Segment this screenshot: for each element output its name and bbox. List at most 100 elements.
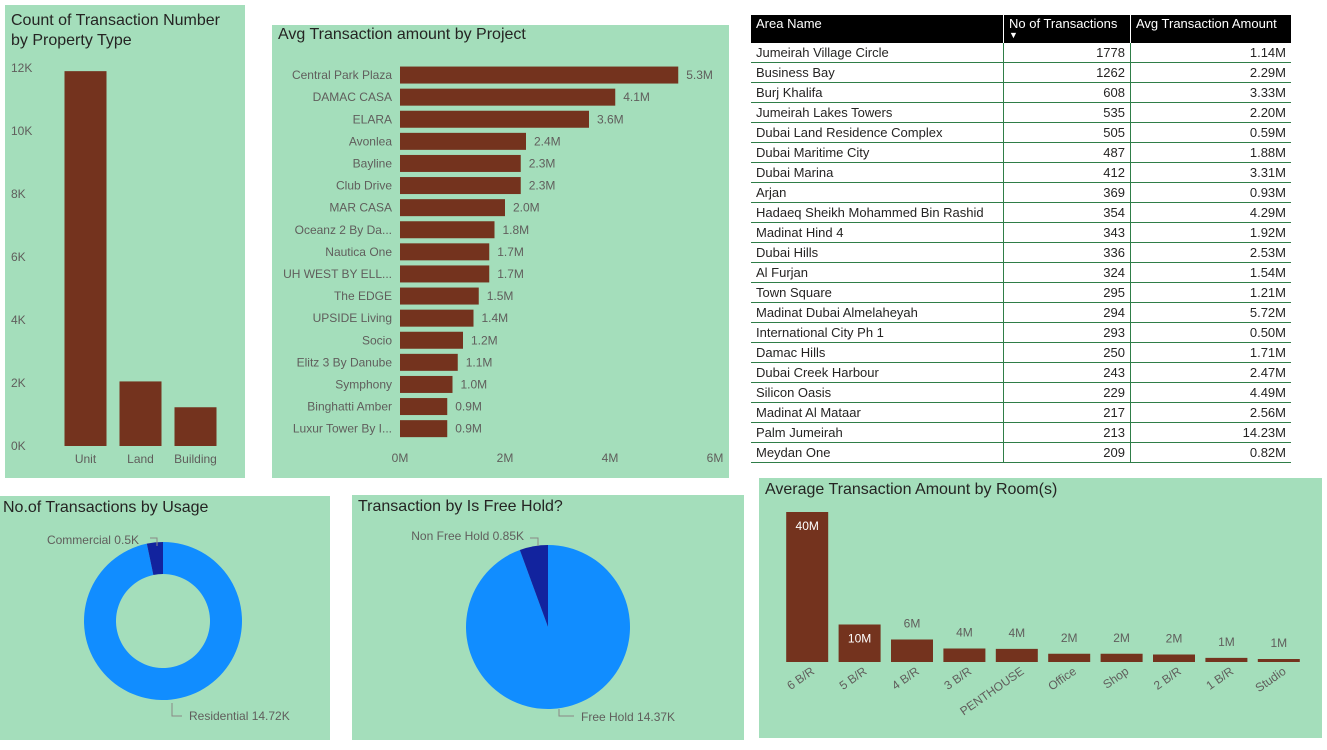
y-category-label: UPSIDE Living — [313, 311, 392, 325]
sort-descending-icon[interactable]: ▼ — [1009, 30, 1018, 40]
cell-avg-transaction-amount: 2.20M — [1130, 102, 1291, 123]
bar — [400, 66, 679, 84]
rooms-title: Average Transaction Amount by Room(s) — [765, 481, 1058, 498]
data-label: 1.4M — [482, 311, 509, 325]
bar — [995, 648, 1038, 662]
bar — [1100, 653, 1143, 662]
table-row[interactable]: Madinat Al Mataar 217 2.56M — [751, 402, 1291, 423]
table-row[interactable]: Dubai Hills 336 2.53M — [751, 242, 1291, 263]
cell-avg-transaction-amount: 2.29M — [1130, 62, 1291, 83]
table-row[interactable]: Madinat Dubai Almelaheyah 294 5.72M — [751, 302, 1291, 323]
x-tick-label: 0M — [392, 451, 409, 465]
col-header-label: No of Transactions — [1009, 16, 1118, 31]
y-category-label: Symphony — [335, 377, 392, 391]
cell-area-name: Madinat Hind 4 — [751, 222, 1004, 243]
cell-area-name: Dubai Maritime City — [751, 142, 1004, 163]
table-row[interactable]: Arjan 369 0.93M — [751, 182, 1291, 203]
table-row[interactable]: Jumeirah Lakes Towers 535 2.20M — [751, 102, 1291, 123]
property-type-title: Count of Transaction Number by Property … — [11, 12, 220, 49]
cell-avg-transaction-amount: 4.49M — [1130, 382, 1291, 403]
cell-avg-transaction-amount: 0.93M — [1130, 182, 1291, 203]
cell-no-of-transactions: 209 — [1003, 442, 1131, 463]
table-header-row: Area Name No of Transactions ▼ Avg Trans… — [751, 15, 1291, 43]
bar — [400, 177, 521, 195]
slice-label: Commercial 0.5K — [47, 533, 139, 547]
y-category-label: UH WEST BY ELL... — [283, 267, 392, 281]
bar — [943, 648, 986, 662]
table-row[interactable]: Damac Hills 250 1.71M — [751, 342, 1291, 363]
cell-no-of-transactions: 243 — [1003, 362, 1131, 383]
table-row[interactable]: Madinat Hind 4 343 1.92M — [751, 222, 1291, 243]
bar — [174, 407, 217, 446]
freehold-title: Transaction by Is Free Hold? — [358, 498, 563, 515]
table-row[interactable]: Business Bay 1262 2.29M — [751, 62, 1291, 83]
data-label: 4M — [1008, 626, 1025, 640]
y-category-label: Nautica One — [325, 245, 392, 259]
bar — [400, 88, 616, 106]
table-row[interactable]: Dubai Land Residence Complex 505 0.59M — [751, 122, 1291, 143]
cell-no-of-transactions: 1262 — [1003, 62, 1131, 83]
cell-no-of-transactions: 217 — [1003, 402, 1131, 423]
table-row[interactable]: Meydan One 209 0.82M — [751, 442, 1291, 463]
bar — [400, 132, 526, 150]
table-row[interactable]: Dubai Creek Harbour 243 2.47M — [751, 362, 1291, 383]
table-body: Jumeirah Village Circle 1778 1.14M Business… — [751, 43, 1291, 463]
data-label: 4.1M — [623, 90, 650, 104]
data-label: 10M — [848, 632, 871, 646]
y-category-label: Luxur Tower By I... — [293, 422, 392, 436]
table-row[interactable]: Town Square 295 1.21M — [751, 282, 1291, 303]
y-category-label: Bayline — [353, 156, 393, 170]
pie-slice — [146, 542, 163, 575]
col-header-no-of-transactions[interactable]: No of Transactions ▼ — [1003, 15, 1131, 43]
cell-avg-transaction-amount: 0.59M — [1130, 122, 1291, 143]
table-row[interactable]: International City Ph 1 293 0.50M — [751, 322, 1291, 343]
table-row[interactable]: Hadaeq Sheikh Mohammed Bin Rashid 354 4.29… — [751, 202, 1291, 223]
y-category-label: The EDGE — [334, 289, 392, 303]
cell-avg-transaction-amount: 3.31M — [1130, 162, 1291, 183]
project-title: Avg Transaction amount by Project — [278, 26, 526, 43]
data-label: 2.3M — [529, 179, 556, 193]
cell-area-name: Jumeirah Village Circle — [751, 43, 1004, 63]
table-row[interactable]: Burj Khalifa 608 3.33M — [751, 82, 1291, 103]
y-category-label: MAR CASA — [329, 201, 392, 215]
x-tick-label: 5 B/R — [837, 664, 870, 693]
table-row[interactable]: Dubai Maritime City 487 1.88M — [751, 142, 1291, 163]
col-header-area-name[interactable]: Area Name — [751, 15, 1004, 43]
data-label: 6M — [904, 617, 921, 631]
pie-slice — [519, 545, 548, 627]
data-label: 1.0M — [461, 377, 488, 391]
x-tick-label: 2M — [497, 451, 514, 465]
y-tick-label: 10K — [11, 124, 32, 138]
table-row[interactable]: Dubai Marina 412 3.31M — [751, 162, 1291, 183]
col-header-avg-transaction-amount[interactable]: Avg Transaction Amount — [1130, 15, 1291, 43]
bar — [400, 265, 490, 283]
y-tick-label: 4K — [11, 313, 26, 327]
bar — [1257, 659, 1300, 662]
bar — [400, 309, 474, 327]
cell-area-name: Madinat Al Mataar — [751, 402, 1004, 423]
table-row[interactable]: Silicon Oasis 229 4.49M — [751, 382, 1291, 403]
cell-area-name: Dubai Creek Harbour — [751, 362, 1004, 383]
data-label: 1.7M — [497, 267, 524, 281]
bar — [400, 110, 589, 128]
y-tick-label: 6K — [11, 250, 26, 264]
cell-no-of-transactions: 608 — [1003, 82, 1131, 103]
slice-label: Residential 14.72K — [189, 709, 290, 723]
y-category-label: Binghatti Amber — [307, 400, 392, 414]
cell-no-of-transactions: 294 — [1003, 302, 1131, 323]
bar — [400, 287, 479, 305]
data-label: 4M — [956, 626, 973, 640]
table-row[interactable]: Al Furjan 324 1.54M — [751, 262, 1291, 283]
cell-no-of-transactions: 229 — [1003, 382, 1131, 403]
table-row[interactable]: Palm Jumeirah 213 14.23M — [751, 422, 1291, 443]
table-row[interactable]: Jumeirah Village Circle 1778 1.14M — [751, 43, 1291, 63]
cell-area-name: Dubai Marina — [751, 162, 1004, 183]
bar — [400, 243, 490, 261]
cell-avg-transaction-amount: 2.47M — [1130, 362, 1291, 383]
cell-avg-transaction-amount: 1.54M — [1130, 262, 1291, 283]
cell-no-of-transactions: 1778 — [1003, 43, 1131, 63]
cell-area-name: Jumeirah Lakes Towers — [751, 102, 1004, 123]
cell-area-name: Silicon Oasis — [751, 382, 1004, 403]
cell-avg-transaction-amount: 0.82M — [1130, 442, 1291, 463]
